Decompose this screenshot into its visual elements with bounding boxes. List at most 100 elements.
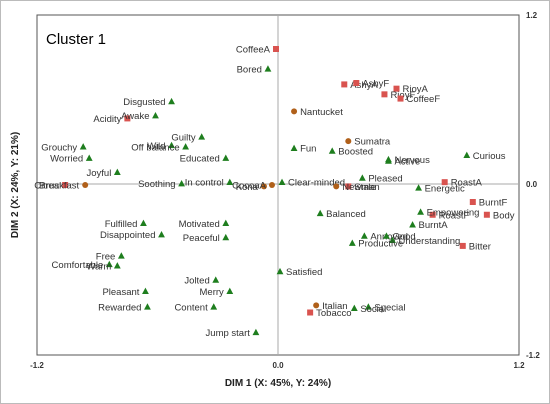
point-label-body: Body xyxy=(493,210,515,221)
marker-nantucket xyxy=(291,108,298,115)
marker-productive xyxy=(348,239,356,246)
point-label-awake: Awake xyxy=(121,111,149,122)
point-label-disgusted: Disgusted xyxy=(123,97,165,108)
point-label-grouchy: Grouchy xyxy=(41,142,77,153)
point-label-warm: Warm xyxy=(86,261,111,272)
marker-pleased xyxy=(358,174,366,181)
point-label-off-balance: Off balance xyxy=(131,142,179,153)
marker-stale xyxy=(345,183,352,190)
marker-rioyf xyxy=(381,91,388,98)
marker-fulfilled xyxy=(140,219,147,227)
point-label-merry: Merry xyxy=(200,287,225,298)
point-label-content: Content xyxy=(174,302,208,313)
marker-jump-start xyxy=(252,328,260,336)
marker-worried xyxy=(85,154,93,161)
marker-awake xyxy=(152,111,159,119)
marker-active xyxy=(385,157,392,164)
marker-annoyed xyxy=(360,232,368,239)
marker-roastf xyxy=(429,211,436,218)
marker-breakfast xyxy=(82,182,89,188)
point-label-sumatra: Sumatra xyxy=(354,137,391,148)
point-label-productive: Productive xyxy=(358,239,403,250)
point-label-worried: Worried xyxy=(50,154,83,165)
marker-ashyf xyxy=(353,80,360,86)
point-label-bitter: Bitter xyxy=(469,241,491,252)
marker-disappointed xyxy=(158,230,165,238)
y-tick-label-min: -1.2 xyxy=(526,351,540,360)
marker-cocoaa xyxy=(268,182,275,188)
point-label-ashyf: AshyF xyxy=(362,79,389,90)
point-label-acidity: Acidity xyxy=(93,114,121,125)
point-label-ashya: AshyA xyxy=(350,80,378,91)
marker-curious xyxy=(463,151,471,159)
point-label-roasta: RoastA xyxy=(451,178,483,189)
marker-motivated xyxy=(222,219,230,227)
marker-peaceful xyxy=(222,233,230,241)
point-label-fulfilled: Fulfilled xyxy=(105,219,138,230)
point-label-burnta: BurntA xyxy=(419,220,449,231)
marker-jolted xyxy=(212,276,220,283)
point-label-empowering: Empowering xyxy=(427,207,480,218)
marker-sumatra xyxy=(345,138,352,145)
marker-newman xyxy=(333,183,340,190)
point-label-satisfied: Satisfied xyxy=(286,267,322,278)
marker-roasta xyxy=(441,179,448,186)
marker-off-balance xyxy=(182,143,190,150)
point-label-nervous: Nervous xyxy=(394,155,430,166)
marker-merry xyxy=(226,287,234,295)
marker-good xyxy=(383,232,390,239)
x-tick-label-min: -1.2 xyxy=(30,361,44,370)
point-label-rewarded: Rewarded xyxy=(98,302,141,313)
point-label-good: Good xyxy=(392,232,415,243)
marker-clear-minded xyxy=(278,178,286,185)
marker-content xyxy=(210,303,218,310)
point-label-roastf: RoastF xyxy=(439,210,470,221)
y-tick-label-zero: 0.0 xyxy=(526,180,538,189)
point-label-citrus: Citrus xyxy=(34,181,59,192)
point-label-tobacco: Tobacco xyxy=(316,308,351,319)
marker-joyful xyxy=(113,168,121,176)
marker-energetic xyxy=(415,184,422,191)
marker-educated xyxy=(222,154,230,161)
marker-disgusted xyxy=(168,97,175,105)
point-label-kona: Kona xyxy=(236,182,259,193)
marker-soothing xyxy=(178,179,185,187)
marker-wild xyxy=(168,141,175,149)
x-tick-label-max: 1.2 xyxy=(513,361,525,370)
marker-balanced xyxy=(316,209,324,217)
point-label-boosted: Boosted xyxy=(338,147,373,158)
point-label-bored: Bored xyxy=(237,64,262,75)
point-label-nantucket: Nantucket xyxy=(300,107,343,118)
point-label-wild: Wild xyxy=(147,141,165,152)
marker-burntf xyxy=(469,199,476,205)
x-tick-label-zero: 0.0 xyxy=(272,361,284,370)
point-label-jolted: Jolted xyxy=(184,275,209,286)
point-label-coffeef: CoffeeF xyxy=(407,94,441,105)
point-label-italian: Italian xyxy=(322,301,347,312)
marker-bored xyxy=(264,65,272,72)
x-axis-title: DIM 1 (X: 45%, Y: 24%) xyxy=(225,378,331,389)
marker-italian xyxy=(313,302,320,309)
marker-coffeef xyxy=(397,95,404,102)
point-label-coffeea: CoffeeA xyxy=(236,45,271,56)
point-label-in-control: In control xyxy=(185,178,224,189)
point-label-burntf: BurntF xyxy=(479,198,508,209)
point-label-annoyed: Annoyed xyxy=(370,232,408,243)
marker-in-control xyxy=(226,178,234,185)
point-label-fun: Fun xyxy=(300,144,316,155)
point-label-special: Special xyxy=(374,302,405,313)
marker-body xyxy=(483,211,490,218)
marker-comfortable xyxy=(105,260,113,268)
chart-title: Cluster 1 xyxy=(46,31,106,48)
point-label-breakfast: Breakfast xyxy=(39,181,79,192)
y-axis-title: DIM 2 (X: 24%, Y: 21%) xyxy=(10,132,21,238)
marker-rioya xyxy=(393,85,400,92)
marker-special xyxy=(364,303,372,310)
marker-grouchy xyxy=(79,143,87,150)
marker-coffeea xyxy=(272,46,279,52)
point-label-motivated: Motivated xyxy=(179,219,220,230)
marker-social xyxy=(350,304,358,312)
point-label-rioya: RioyA xyxy=(402,84,428,95)
